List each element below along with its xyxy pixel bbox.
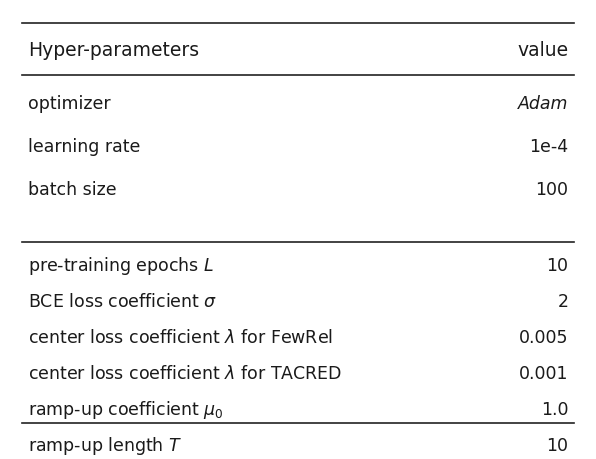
Text: 10: 10 (547, 436, 569, 453)
Text: batch size: batch size (27, 180, 116, 199)
Text: center loss coefficient $\lambda$ for TACRED: center loss coefficient $\lambda$ for TA… (27, 364, 342, 382)
Text: 100: 100 (535, 180, 569, 199)
Text: value: value (517, 40, 569, 60)
Text: ramp-up coefficient $\mu_0$: ramp-up coefficient $\mu_0$ (27, 398, 224, 420)
Text: 10: 10 (547, 257, 569, 274)
Text: ramp-up length $T$: ramp-up length $T$ (27, 434, 182, 456)
Text: 0.005: 0.005 (519, 328, 569, 346)
Text: 1.0: 1.0 (541, 400, 569, 418)
Text: learning rate: learning rate (27, 138, 140, 156)
Text: optimizer: optimizer (27, 95, 110, 113)
Text: center loss coefficient $\lambda$ for FewRel: center loss coefficient $\lambda$ for Fe… (27, 328, 333, 346)
Text: Hyper-parameters: Hyper-parameters (27, 40, 199, 60)
Text: Adam: Adam (518, 95, 569, 113)
Text: 0.001: 0.001 (519, 364, 569, 382)
Text: pre-training epochs $L$: pre-training epochs $L$ (27, 255, 214, 277)
Text: BCE loss coefficient $\sigma$: BCE loss coefficient $\sigma$ (27, 292, 217, 310)
Text: 1e-4: 1e-4 (529, 138, 569, 156)
Text: 2: 2 (557, 292, 569, 310)
